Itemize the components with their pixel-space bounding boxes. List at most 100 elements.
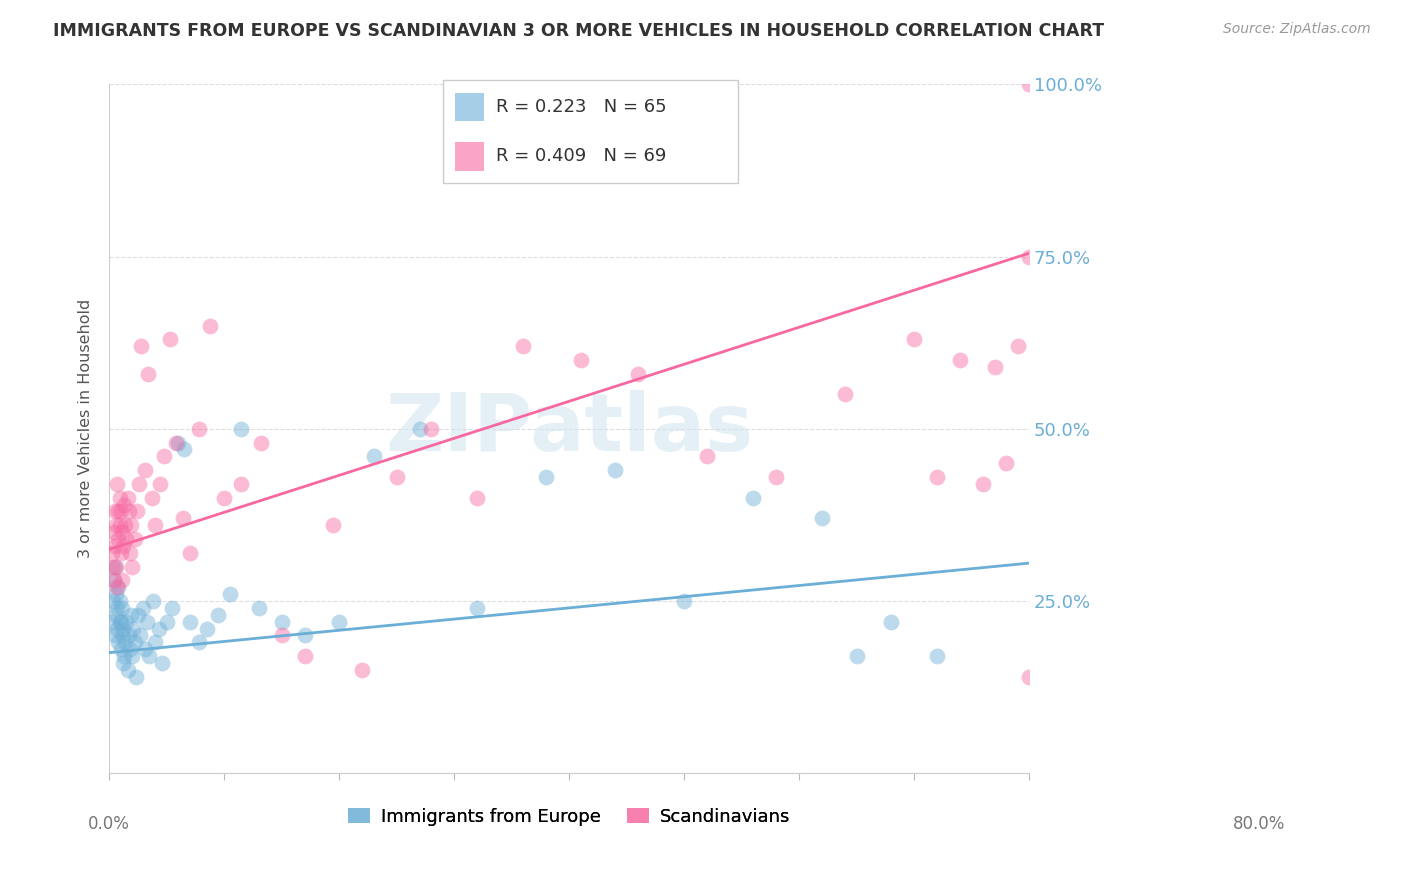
- Text: ZIPatlas: ZIPatlas: [385, 390, 754, 467]
- Point: [270, 628, 292, 642]
- Point: [105, 622, 128, 636]
- Point: [127, 607, 149, 622]
- Point: [100, 546, 122, 560]
- Point: [103, 525, 125, 540]
- Point: [742, 491, 765, 505]
- Point: [294, 649, 316, 664]
- Point: [114, 518, 136, 533]
- Point: [352, 663, 374, 677]
- Point: [105, 607, 128, 622]
- Point: [103, 574, 125, 588]
- Point: [105, 559, 128, 574]
- Point: [172, 511, 194, 525]
- Point: [207, 607, 229, 622]
- Point: [627, 367, 650, 381]
- Point: [927, 470, 949, 484]
- Y-axis label: 3 or more Vehicles in Household: 3 or more Vehicles in Household: [79, 299, 93, 558]
- Point: [104, 628, 127, 642]
- Point: [118, 546, 141, 560]
- Text: 80.0%: 80.0%: [1233, 814, 1285, 832]
- Point: [107, 635, 129, 649]
- Point: [465, 600, 488, 615]
- Point: [167, 435, 190, 450]
- Point: [104, 539, 127, 553]
- Point: [112, 498, 135, 512]
- Point: [142, 594, 165, 608]
- Point: [115, 532, 138, 546]
- Point: [880, 615, 903, 629]
- Point: [117, 663, 139, 677]
- Point: [187, 422, 209, 436]
- Legend: Immigrants from Europe, Scandinavians: Immigrants from Europe, Scandinavians: [340, 801, 797, 833]
- Point: [385, 470, 408, 484]
- Text: Source: ZipAtlas.com: Source: ZipAtlas.com: [1223, 22, 1371, 37]
- Text: IMMIGRANTS FROM EUROPE VS SCANDINAVIAN 3 OR MORE VEHICLES IN HOUSEHOLD CORRELATI: IMMIGRANTS FROM EUROPE VS SCANDINAVIAN 3…: [53, 22, 1105, 40]
- Point: [124, 635, 146, 649]
- Point: [101, 594, 124, 608]
- Point: [131, 339, 153, 353]
- Point: [187, 635, 209, 649]
- Point: [111, 525, 134, 540]
- Point: [128, 477, 150, 491]
- Point: [270, 615, 292, 629]
- Point: [250, 435, 273, 450]
- Point: [153, 450, 176, 464]
- Point: [110, 615, 132, 629]
- Point: [125, 504, 148, 518]
- Text: 0.0%: 0.0%: [89, 814, 131, 832]
- Point: [112, 649, 135, 664]
- Point: [120, 518, 142, 533]
- Point: [108, 491, 131, 505]
- Point: [118, 642, 141, 657]
- Point: [1018, 78, 1040, 92]
- Point: [322, 518, 344, 533]
- Point: [696, 450, 718, 464]
- Point: [107, 580, 129, 594]
- Point: [927, 649, 949, 664]
- Point: [111, 628, 134, 642]
- Point: [134, 642, 156, 657]
- Point: [120, 607, 142, 622]
- Point: [1007, 339, 1029, 353]
- Point: [107, 504, 129, 518]
- Point: [134, 463, 156, 477]
- Point: [148, 622, 170, 636]
- Point: [118, 628, 141, 642]
- Point: [200, 318, 222, 333]
- FancyBboxPatch shape: [454, 142, 484, 170]
- Point: [143, 518, 166, 533]
- Point: [105, 477, 128, 491]
- Point: [179, 615, 201, 629]
- Point: [104, 504, 127, 518]
- Point: [294, 628, 316, 642]
- Point: [118, 504, 141, 518]
- Point: [101, 559, 124, 574]
- Point: [105, 580, 128, 594]
- Point: [162, 600, 184, 615]
- Point: [465, 491, 488, 505]
- Point: [1018, 670, 1040, 684]
- Point: [117, 491, 139, 505]
- Point: [111, 574, 134, 588]
- Point: [512, 339, 534, 353]
- Text: R = 0.409   N = 69: R = 0.409 N = 69: [496, 147, 666, 165]
- Point: [420, 422, 443, 436]
- Point: [983, 359, 1005, 374]
- Point: [363, 450, 385, 464]
- Point: [121, 649, 143, 664]
- Point: [219, 587, 242, 601]
- Point: [138, 649, 160, 664]
- Point: [903, 332, 925, 346]
- Point: [765, 470, 787, 484]
- Point: [165, 435, 187, 450]
- Point: [149, 477, 172, 491]
- Point: [179, 546, 201, 560]
- Point: [156, 615, 179, 629]
- Point: [110, 504, 132, 518]
- Point: [569, 353, 592, 368]
- Point: [103, 574, 125, 588]
- Point: [105, 600, 128, 615]
- Point: [100, 615, 122, 629]
- Point: [972, 477, 994, 491]
- Point: [129, 628, 152, 642]
